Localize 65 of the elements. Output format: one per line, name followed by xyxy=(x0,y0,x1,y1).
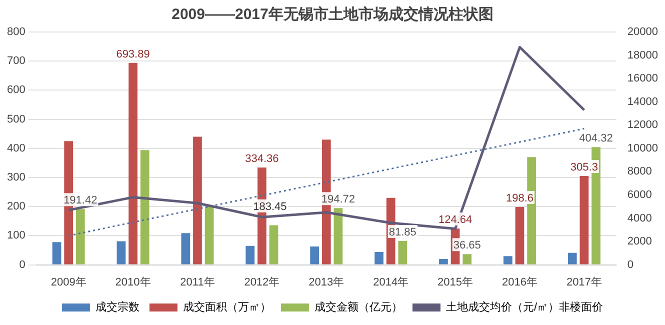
y2-tick-label: 14000 xyxy=(627,96,658,108)
bar xyxy=(269,225,278,264)
x-tick-label: 2010年 xyxy=(115,276,151,288)
x-tick-label: 2017年 xyxy=(566,276,602,288)
y2-tick-label: 4000 xyxy=(627,212,652,224)
bar xyxy=(116,241,126,264)
y2-tick-label: 10000 xyxy=(627,142,658,154)
bar xyxy=(193,136,202,264)
y-tick-label: 300 xyxy=(6,172,26,184)
legend-label: 成交宗数 xyxy=(95,300,140,314)
y-tick-label: 400 xyxy=(6,142,26,154)
y-tick-label: 0 xyxy=(19,258,26,271)
data-label: 404.32 xyxy=(579,132,613,145)
bar xyxy=(398,240,408,264)
y-tick-label: 200 xyxy=(6,200,26,213)
legend-label: 成交金额（亿元） xyxy=(314,300,402,314)
y2-tick-label: 0 xyxy=(627,258,634,271)
bar xyxy=(568,252,577,264)
x-tick-label: 2012年 xyxy=(244,276,280,288)
y2-tick-label: 20000 xyxy=(627,26,658,38)
data-label: 81.85 xyxy=(388,226,416,239)
x-tick-label: 2009年 xyxy=(50,276,86,288)
bar xyxy=(439,258,448,264)
bar xyxy=(515,207,524,264)
data-label: 305.3 xyxy=(570,161,598,174)
bar xyxy=(52,242,62,264)
x-tick-label: 2015年 xyxy=(438,276,474,288)
y2-tick-label: 2000 xyxy=(627,236,652,248)
bar xyxy=(334,208,343,264)
bar xyxy=(462,254,472,264)
bar xyxy=(246,246,255,264)
bar xyxy=(310,246,319,264)
bar xyxy=(503,256,512,264)
bar xyxy=(181,233,190,264)
bar xyxy=(204,206,214,264)
data-label: 124.64 xyxy=(438,214,472,226)
y-tick-label: 700 xyxy=(6,55,26,68)
x-tick-label: 2011年 xyxy=(180,276,215,288)
x-tick-label: 2013年 xyxy=(308,276,344,288)
annotation: 183.45 xyxy=(253,200,287,213)
y-tick-label: 600 xyxy=(6,84,26,96)
y2-tick-label: 12000 xyxy=(627,119,658,132)
y2-tick-label: 18000 xyxy=(627,49,658,62)
x-tick-label: 2014年 xyxy=(373,276,409,288)
y2-tick-label: 6000 xyxy=(627,188,652,201)
data-label: 194.72 xyxy=(321,194,356,206)
y2-tick-label: 8000 xyxy=(627,166,652,178)
bar xyxy=(140,150,150,264)
bar xyxy=(128,62,138,264)
legend-label: 土地成交均价（元/㎡）非楼面价 xyxy=(446,300,604,314)
bar xyxy=(76,209,85,264)
chart-title: 2009——2017年无锡市土地市场成交情况柱状图 xyxy=(172,5,494,24)
legend-label: 成交面积（万㎡） xyxy=(182,300,271,314)
y-tick-label: 100 xyxy=(6,230,26,242)
data-label: 198.6 xyxy=(506,192,534,205)
data-label: 693.89 xyxy=(116,48,150,60)
data-label: 191.42 xyxy=(64,194,98,207)
bar xyxy=(374,252,384,264)
y-tick-label: 500 xyxy=(6,113,26,126)
y-tick-label: 800 xyxy=(6,26,26,38)
data-label: 334.36 xyxy=(245,153,279,166)
x-tick-label: 2016年 xyxy=(502,276,538,288)
bar xyxy=(580,176,589,264)
y2-tick-label: 16000 xyxy=(627,72,658,85)
data-label: 36.65 xyxy=(453,240,481,252)
